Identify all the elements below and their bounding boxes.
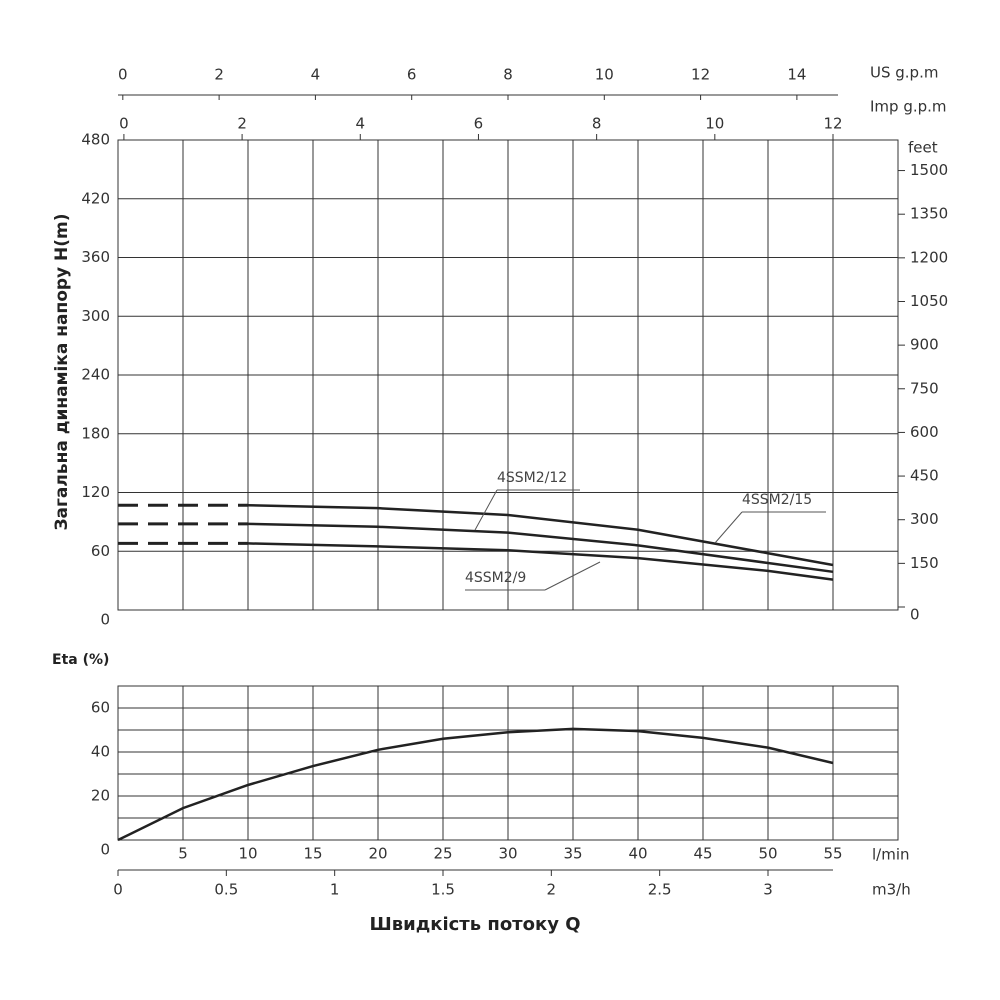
top-axis-tick-label: 0 [119,115,129,133]
y-tick-label: 360 [81,248,110,266]
y-tick-label: 60 [91,699,110,717]
y2-tick-label: 900 [910,336,939,354]
top-axis-tick-label: 10 [595,66,614,84]
y2-tick-label: 1350 [910,205,948,223]
head-curve [247,522,834,574]
x-tick-label: 45 [693,845,712,863]
x2-tick-label: 1.5 [431,881,455,899]
y2-tick-label: 450 [910,467,939,485]
x2-tick-label: 2.5 [648,881,672,899]
y2-tick-label: 1500 [910,161,948,179]
top-axis-tick-label: 4 [355,115,365,133]
x-tick-label: 55 [823,845,842,863]
y-tick-label: 0 [100,841,110,859]
y-tick-label: 60 [91,542,110,560]
y2-tick-label: 300 [910,510,939,528]
x-tick-label: 20 [368,845,387,863]
head-curve [247,542,834,581]
x2-tick-label: 0 [113,881,123,899]
series-label: 4SSM2/9 [465,570,526,586]
top-axis-tick-label: 6 [474,115,484,133]
y-tick-label: 240 [81,366,110,384]
y2-tick-label: 600 [910,423,939,441]
series-label: 4SSM2/15 [742,492,812,508]
x2-tick-label: 0.5 [214,881,238,899]
y-tick-label: 0 [100,611,110,629]
leader-line [714,511,743,544]
y2-tick-label: 150 [910,554,939,572]
x-tick-label: 50 [758,845,777,863]
y2-tick-label: 1200 [910,248,948,266]
y2-tick-label: 1050 [910,292,948,310]
leader-line [544,561,601,591]
x2-axis-label: m3/h [872,881,911,899]
y2-axis-label: feet [908,139,938,157]
x-tick-label: 40 [628,845,647,863]
y-tick-label: 420 [81,189,110,207]
top-axis-tick-label: 14 [787,66,806,84]
x-tick-label: 35 [563,845,582,863]
top-axis-tick-label: 6 [407,66,417,84]
top-axis-tick-label: 2 [237,115,247,133]
y-tick-label: 180 [81,424,110,442]
x-tick-label: 30 [498,845,517,863]
top-axis-tick-label: 2 [214,66,224,84]
x-axis-label: l/min [872,846,910,864]
x-tick-label: 15 [303,845,322,863]
x-tick-label: 10 [238,845,257,863]
top-axis-tick-label: 12 [823,115,842,133]
y-tick-label: 40 [91,743,110,761]
top-axis-tick-label: 8 [592,115,602,133]
x2-tick-label: 2 [547,881,557,899]
y2-tick-label: 750 [910,379,939,397]
head-curve [247,503,834,567]
eta-curve [117,727,834,842]
x2-tick-label: 1 [330,881,340,899]
y-tick-label: 120 [81,483,110,501]
x-axis-title: Швидкість потоку Q [369,914,580,935]
y-tick-label: 20 [91,787,110,805]
x-tick-label: 5 [178,845,188,863]
x-tick-label: 25 [433,845,452,863]
y-tick-label: 480 [81,131,110,149]
x2-tick-label: 3 [763,881,773,899]
top-axis-tick-label: 4 [311,66,321,84]
y-tick-label: 300 [81,307,110,325]
top-axis-label: US g.p.m [870,64,938,82]
top-axis-label: Imp g.p.m [870,98,947,116]
top-axis-tick-label: 8 [503,66,513,84]
series-label: 4SSM2/12 [497,470,567,486]
y-axis-label: Загальна динаміка напору H(m) [52,213,72,530]
y2-tick-label: 0 [910,606,920,624]
top-axis-tick-label: 12 [691,66,710,84]
top-axis-tick-label: 0 [118,66,128,84]
leader-line [474,489,498,531]
y-axis-label: Eta (%) [52,652,109,668]
top-axis-tick-label: 10 [705,115,724,133]
